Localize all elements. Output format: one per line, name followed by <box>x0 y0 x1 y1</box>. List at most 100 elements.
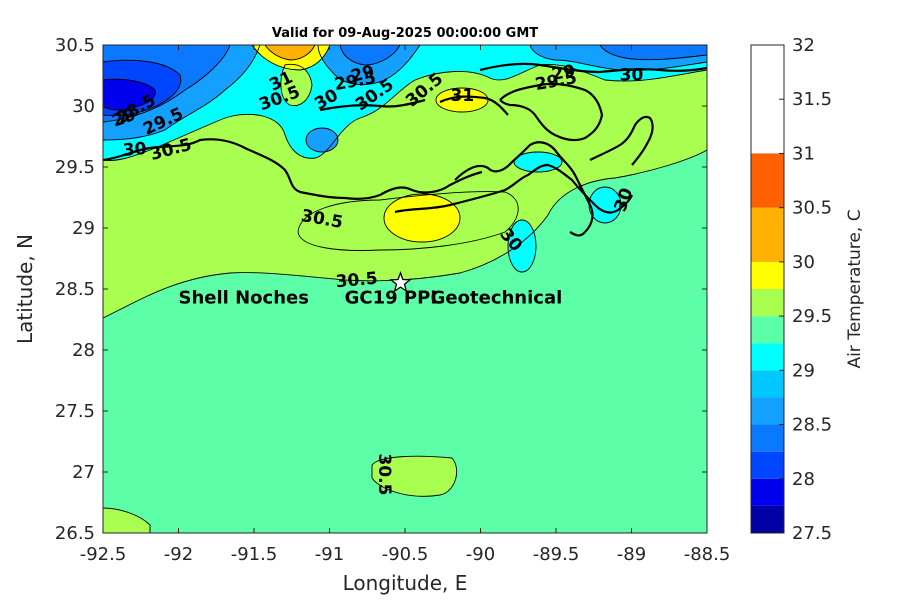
y-tick-label: 29.5 <box>55 157 95 178</box>
y-tick-label: 30 <box>72 96 95 117</box>
x-tick-label: -92.5 <box>80 544 127 565</box>
colorbar-tick-label: 31 <box>792 143 815 164</box>
colorbar-tick-label: 29 <box>792 360 815 381</box>
fill-31.5-32-north <box>265 45 315 60</box>
colorbar-swatch <box>751 153 784 208</box>
x-axis-ticks: -92.5 -92 -91.5 -91 -90.5 -90 -89.5 -89 -88.5 <box>80 45 731 565</box>
colorbar-swatch <box>751 370 784 398</box>
colorbar-tick-label: 31.5 <box>792 89 832 110</box>
colorbar-title: Air Temperature, C <box>845 209 865 368</box>
fill-30.5-31-sw <box>103 508 150 533</box>
contour-29-nw <box>103 45 231 123</box>
y-tick-label: 30.5 <box>55 35 95 56</box>
fill-29.5-30-north <box>103 45 707 161</box>
x-tick-label: -91.5 <box>231 544 278 565</box>
colorbar-swatch <box>751 505 784 533</box>
contour-31-bay <box>383 193 461 243</box>
colorbar-swatch <box>751 451 784 479</box>
contour-30-north <box>103 63 707 161</box>
contour-label: 29 <box>550 61 577 85</box>
x-tick-label: -90.5 <box>382 544 429 565</box>
y-tick-label: 28.5 <box>55 279 95 300</box>
colorbar-tick-label: 28.5 <box>792 415 832 436</box>
contour-31-north <box>251 45 331 71</box>
contour-30.5-ridge <box>280 63 313 107</box>
colorbar-swatch <box>751 207 784 262</box>
site-annotation-label: GC19 PPL <box>345 288 442 309</box>
fill-31-31.5-lake <box>436 88 488 112</box>
colorbar-swatch <box>751 261 784 289</box>
contour-29-spot <box>305 127 339 153</box>
colorbar-swatch <box>751 424 784 452</box>
contour-28.5-nw <box>103 59 182 116</box>
x-tick-label: -91 <box>315 544 344 565</box>
coastline-shore-b <box>319 98 426 112</box>
coastline-lakes <box>499 82 604 142</box>
contour-30.5-bay-ring <box>297 191 519 251</box>
x-tick-label: -89.5 <box>533 544 580 565</box>
contour-30-delta <box>513 151 563 173</box>
y-tick-label: 27.5 <box>55 401 95 422</box>
fill-30.5-31-south <box>372 456 457 497</box>
site-annotation-label: Geotechnical <box>431 288 563 309</box>
contour-28-nw <box>103 78 156 111</box>
contour-label: 30.5 <box>374 453 394 495</box>
contour-label: 30 <box>122 139 147 161</box>
fill-29.5-30-mouth <box>508 220 536 272</box>
contour-label: 30.5 <box>335 269 379 293</box>
colorbar-tick-label: 29.5 <box>792 306 832 327</box>
colorbar-swatch <box>751 478 784 506</box>
y-tick-label: 26.5 <box>55 523 95 544</box>
colorbar-tick-label: 30 <box>792 252 815 273</box>
colorbar-tick-label: 28 <box>792 469 815 490</box>
chart-title: Valid for 09-Aug-2025 00:00:00 GMT <box>272 26 538 41</box>
contour-29-n <box>339 45 401 66</box>
coastline-north <box>479 62 707 74</box>
fill-27.5-28-nw <box>103 79 156 110</box>
contour-30.5-main <box>103 149 707 319</box>
colorbar-frame <box>750 44 785 534</box>
contour-31-lake <box>435 87 489 113</box>
coastline-shore-a <box>439 95 509 116</box>
contour-29.5-nw <box>103 45 261 141</box>
contour-30-mouth <box>507 219 537 273</box>
y-tick-label: 29 <box>72 218 95 239</box>
colorbar-tick-label: 27.5 <box>792 523 832 544</box>
contour-label: 31 <box>451 86 475 106</box>
x-tick-label: -88.5 <box>684 544 731 565</box>
contour-29-ne <box>599 45 707 61</box>
coastline-central <box>394 163 634 214</box>
site-annotation-label: Shell Noches <box>179 288 309 309</box>
x-tick-label: -90 <box>466 544 495 565</box>
colorbar-tick-label: 32 <box>792 35 815 56</box>
y-tick-label: 27 <box>72 462 95 483</box>
y-tick-label: 28 <box>72 340 95 361</box>
coastline-delta <box>454 141 594 237</box>
fill-30.5-31-ridge <box>280 64 312 106</box>
fill-29.5-30-delta <box>514 152 562 172</box>
colorbar-tick-label: 30.5 <box>792 198 832 219</box>
site-star-marker <box>389 271 412 293</box>
site-marker-layer <box>389 271 412 293</box>
y-axis-title: Latitude, N <box>13 234 37 344</box>
fill-29.5-30-east <box>589 187 621 223</box>
colorbar-swatch <box>751 316 784 344</box>
y-axis-ticks: 26.5 27 27.5 28 28.5 29 29.5 30 30.5 <box>55 35 707 544</box>
coastline-west <box>103 138 483 200</box>
colorbar-swatch <box>751 343 784 371</box>
fill-28.5-29-n <box>340 45 400 65</box>
contour-label: 30 <box>620 66 644 86</box>
contour-29.5-ne <box>529 45 707 71</box>
fill-28.5-29-ne <box>600 45 707 60</box>
contour-31.5-north <box>264 45 316 61</box>
coastline-east <box>589 115 654 166</box>
colorbar-swatch <box>751 397 784 425</box>
colorbar: 27.5 28 28.5 29 29.5 30 30.5 31 31.5 32 <box>750 35 832 544</box>
colorbar-swatch <box>751 289 784 317</box>
contour-30.5-sw <box>103 507 151 533</box>
x-tick-label: -92 <box>164 544 193 565</box>
contour-30.5-south <box>371 455 458 497</box>
x-axis-title: Longitude, E <box>343 571 468 595</box>
